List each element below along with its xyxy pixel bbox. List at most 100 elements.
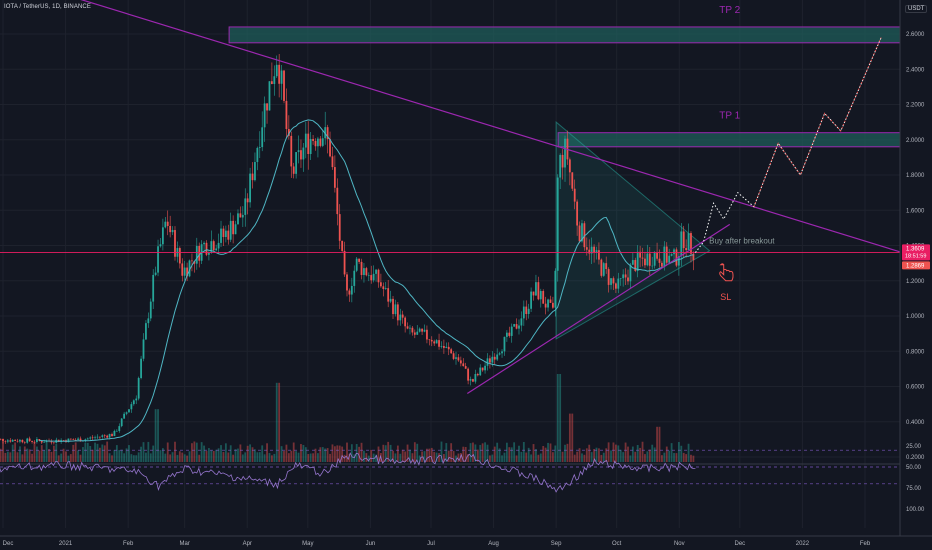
candle-body: [685, 248, 688, 251]
candle-body: [19, 439, 21, 442]
candle-body: [544, 303, 547, 308]
time-tick-label: Jul: [427, 541, 435, 547]
volume-bar: [94, 442, 96, 462]
candle-body: [33, 441, 36, 443]
volume-bar: [377, 446, 380, 462]
volume-bar: [212, 450, 215, 462]
triangle-pattern: [555, 121, 711, 340]
target-zone: [557, 132, 904, 148]
volume-bar: [631, 446, 634, 462]
candle-body: [394, 304, 397, 315]
volume-bar: [394, 453, 397, 462]
candle-body: [249, 173, 251, 203]
candle-body: [493, 356, 496, 360]
candle-body: [239, 213, 242, 218]
candle-body: [312, 138, 314, 141]
candle-body: [280, 70, 283, 84]
volume-bar: [205, 451, 208, 462]
volume-bar: [36, 446, 38, 462]
volume-bar: [21, 454, 24, 462]
annotation-1: TP 1: [719, 111, 740, 122]
candle-body: [6, 440, 9, 442]
volume-bar: [229, 445, 232, 462]
volume-bar: [91, 449, 94, 462]
candle-body: [503, 336, 506, 352]
volume-bar: [154, 409, 157, 462]
candle-body: [631, 260, 634, 265]
volume-bar: [399, 453, 402, 462]
volume-bar: [198, 454, 201, 462]
time-axis[interactable]: Dec 2021 Feb Mar Apr May Jun Jul Aug Sep Oct Nov Dec…: [0, 535, 932, 550]
volume-bar: [462, 446, 465, 462]
volume-bar: [363, 450, 365, 462]
candle-body: [220, 228, 222, 243]
candle-body: [646, 253, 649, 266]
volume-bar: [450, 443, 453, 462]
candle-body: [556, 177, 559, 271]
candle-body: [430, 339, 433, 342]
volume-bar: [552, 452, 554, 462]
volume-bar: [86, 442, 89, 462]
candle-body: [152, 274, 155, 302]
candle-body: [324, 127, 327, 139]
candle-body: [103, 435, 106, 436]
volume-bar: [256, 452, 259, 462]
volume-bar: [210, 450, 213, 462]
candle-body: [91, 437, 94, 439]
candle-body: [11, 439, 14, 442]
candle-body: [479, 367, 482, 376]
volume-bar: [600, 454, 603, 462]
volume-bar: [605, 448, 608, 462]
symbol-header: IOTA / TetherUS, 1D, BINANCE: [4, 4, 91, 10]
currency-unit-button[interactable]: USDT: [905, 5, 928, 13]
candle-body: [508, 332, 511, 336]
volume-bar: [353, 454, 356, 462]
candle-body: [416, 331, 419, 335]
candle-body: [559, 154, 562, 178]
volume-bar: [571, 413, 574, 462]
volume-bar: [4, 452, 7, 462]
volume-bar: [72, 444, 75, 462]
candle-body: [435, 340, 438, 344]
candle-body: [462, 363, 465, 367]
candle-body: [217, 242, 220, 249]
volume-bar: [476, 449, 479, 462]
candle-body: [501, 351, 503, 354]
volume-bar: [149, 453, 152, 462]
volume-bar: [670, 443, 673, 462]
candle-body: [241, 214, 244, 218]
candle-body: [476, 374, 479, 376]
volume-bar: [270, 455, 273, 462]
volume-bar: [74, 442, 77, 462]
volume-bar: [375, 454, 377, 462]
target-zone: [228, 26, 904, 44]
candle-body: [120, 418, 123, 427]
volume-bar: [82, 447, 84, 462]
volume-bar: [481, 443, 484, 462]
candle-body: [178, 248, 181, 264]
sl-price-label: 1.2869: [906, 263, 925, 269]
candle-body: [532, 291, 535, 296]
volume-bar: [651, 444, 654, 462]
volume-bar: [389, 444, 392, 462]
candle-body: [409, 327, 411, 329]
candle-body: [222, 228, 225, 238]
price-axis[interactable]: 2.60002.40002.20002.00001.80001.60001.40…: [899, 0, 932, 550]
volume-bar: [624, 442, 627, 462]
candle-body: [321, 138, 324, 146]
candle-body: [491, 356, 494, 363]
candle-body: [459, 360, 462, 364]
countdown-label: 18:51:59: [905, 253, 926, 259]
candle-body: [287, 129, 290, 136]
candle-body: [319, 138, 322, 146]
candle-body: [26, 438, 29, 443]
volume-bar: [668, 450, 671, 462]
candle-body: [525, 306, 528, 314]
candle-body: [101, 435, 104, 437]
price-tick-label: 0.4000: [906, 420, 925, 426]
candle-body: [181, 263, 184, 276]
candle-body: [256, 147, 259, 163]
rsi-line: [0, 452, 696, 493]
candle-body: [21, 439, 24, 443]
